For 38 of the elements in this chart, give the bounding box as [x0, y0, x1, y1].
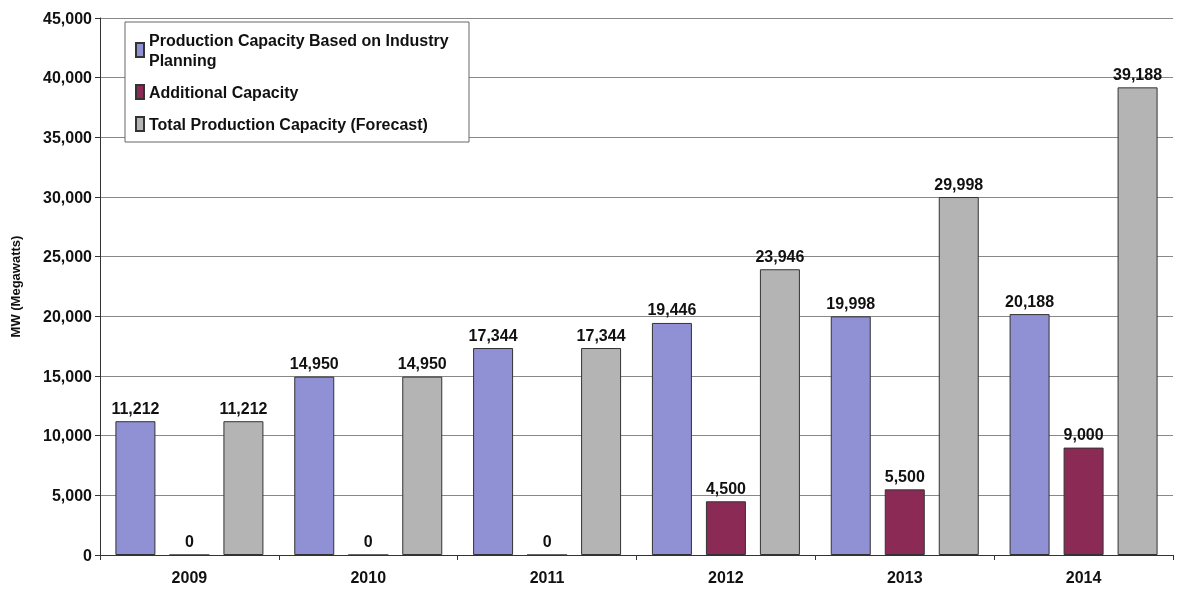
x-tick-label: 2009 — [171, 568, 208, 586]
data-label: 11,212 — [219, 399, 268, 417]
x-tick-label: 2012 — [708, 568, 744, 586]
data-label: 17,344 — [576, 326, 626, 344]
y-tick-label: 30,000 — [43, 188, 93, 206]
data-label: 0 — [542, 533, 552, 550]
data-label: 0 — [363, 533, 373, 550]
y-axis-title: MW (Megawatts) — [8, 235, 23, 338]
data-label: 0 — [184, 533, 194, 550]
data-label: 29,998 — [934, 175, 984, 193]
x-tick-label: 2011 — [529, 568, 565, 586]
data-label: 19,998 — [826, 294, 876, 312]
data-label: 20,188 — [1005, 292, 1055, 310]
data-label: 23,946 — [755, 247, 805, 265]
data-label: 19,446 — [647, 301, 697, 319]
x-tick-label: 2014 — [1065, 568, 1102, 586]
y-tick-label: 5,000 — [51, 486, 93, 504]
y-tick-label: 35,000 — [43, 128, 93, 146]
y-tick-label: 15,000 — [43, 367, 93, 385]
x-tick-label: 2013 — [886, 568, 923, 586]
data-label: 14,950 — [289, 355, 339, 373]
data-label: 14,950 — [397, 355, 447, 373]
legend-label: Production Capacity Based on Industry Planning — [149, 31, 454, 69]
data-label: 5,500 — [884, 467, 925, 485]
y-tick-label: 45,000 — [43, 9, 93, 27]
data-label: 17,344 — [468, 326, 518, 344]
y-tick-label: 20,000 — [43, 307, 93, 325]
data-label: 39,188 — [1113, 65, 1163, 83]
y-tick-label: 0 — [83, 546, 93, 564]
data-label: 9,000 — [1063, 426, 1104, 444]
y-tick-label: 10,000 — [43, 427, 93, 445]
x-tick-label: 2010 — [350, 568, 387, 586]
data-label: 11,212 — [111, 399, 160, 417]
legend-label: Additional Capacity — [149, 83, 299, 101]
legend-label: Total Production Capacity (Forecast) — [149, 115, 428, 133]
y-tick-label: 40,000 — [43, 69, 93, 87]
data-label: 4,500 — [705, 479, 747, 497]
y-tick-label: 25,000 — [43, 248, 93, 266]
